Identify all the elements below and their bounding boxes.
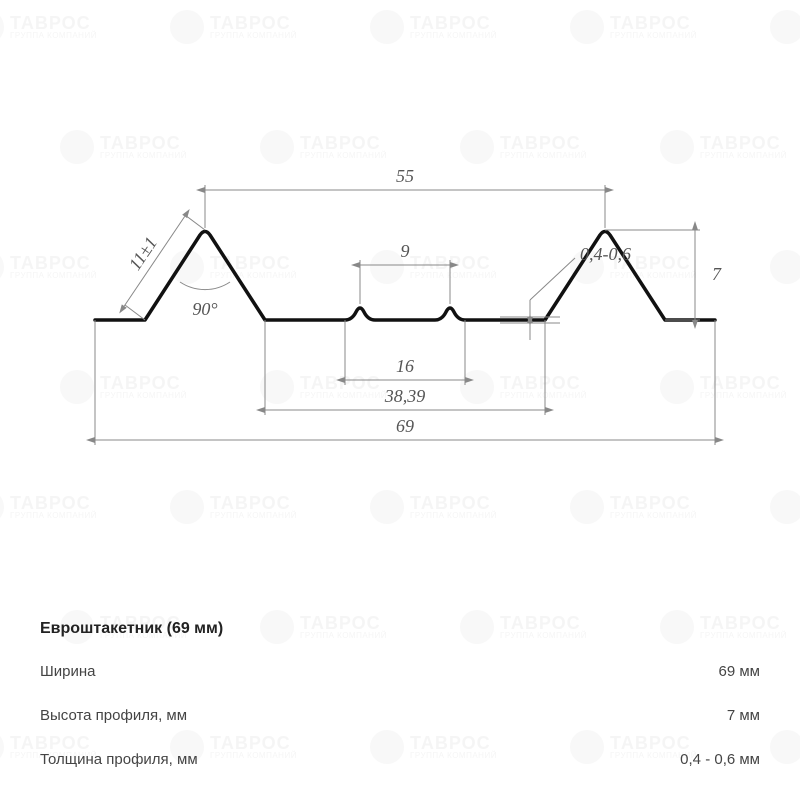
- dim-angle: 90°: [192, 299, 217, 319]
- dim-bump-top: 9: [401, 241, 410, 261]
- specs-title: Евроштакетник (69 мм): [40, 620, 760, 638]
- spec-value: 7 мм: [727, 707, 760, 724]
- spec-row: Ширина 69 мм: [40, 652, 760, 690]
- spec-label: Толщина профиля, мм: [40, 751, 198, 768]
- dim-bump-spacing: 16: [396, 356, 414, 376]
- dim-peak-to-peak: 55: [396, 166, 414, 186]
- dim-slant: 11±1: [125, 233, 161, 274]
- spec-row: Толщина профиля, мм 0,4 - 0,6 мм: [40, 740, 760, 778]
- dim-flat-between: 38,39: [384, 386, 426, 406]
- spec-value: 0,4 - 0,6 мм: [680, 751, 760, 768]
- specs-table: Евроштакетник (69 мм) Ширина 69 мм Высот…: [40, 620, 760, 778]
- spec-label: Ширина: [40, 663, 95, 680]
- spec-row: Высота профиля, мм 7 мм: [40, 696, 760, 734]
- dim-total-width: 69: [396, 416, 414, 436]
- watermark: ТАВРОСГРУППА КОМПАНИЙ: [770, 730, 800, 764]
- technical-drawing: 69 55 38,39 16 9 11±1 90° 0,4-0,6 7: [0, 0, 800, 500]
- spec-value: 69 мм: [719, 663, 760, 680]
- dim-height: 7: [712, 264, 722, 284]
- dim-thickness: 0,4-0,6: [580, 244, 631, 264]
- spec-label: Высота профиля, мм: [40, 707, 187, 724]
